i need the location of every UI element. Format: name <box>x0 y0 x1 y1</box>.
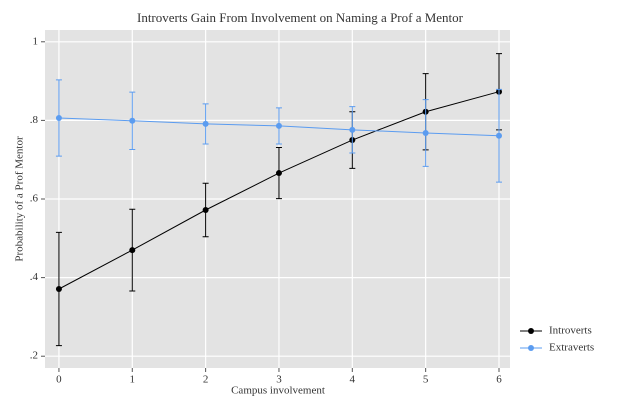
x-tick-label: 3 <box>276 374 282 386</box>
point <box>55 115 62 122</box>
legend-label: Introverts <box>549 325 592 337</box>
point <box>495 132 502 139</box>
y-tick-label: .8 <box>30 114 39 126</box>
point <box>275 122 282 129</box>
point <box>275 170 282 177</box>
chart-title: Introverts Gain From Involvement on Nami… <box>137 10 464 25</box>
y-tick-label: .4 <box>30 271 39 283</box>
point <box>129 117 136 124</box>
x-tick-label: 1 <box>130 374 136 386</box>
point <box>202 120 209 127</box>
x-tick-label: 4 <box>350 374 356 386</box>
x-tick-label: 6 <box>496 374 502 386</box>
x-tick-label: 5 <box>423 374 429 386</box>
x-axis-label: Campus involvement <box>231 385 325 397</box>
legend-label: Extraverts <box>549 342 594 354</box>
y-axis-label: Probability of a Prof Mentor <box>14 136 26 262</box>
y-tick-label: .2 <box>30 350 38 362</box>
y-tick-label: 1 <box>33 35 39 47</box>
legend-marker <box>528 328 534 334</box>
y-tick-label: .6 <box>30 193 39 205</box>
point <box>129 247 136 254</box>
point <box>55 286 62 293</box>
point <box>202 207 209 214</box>
point <box>422 129 429 136</box>
x-tick-label: 2 <box>203 374 209 386</box>
legend-marker <box>528 345 534 351</box>
x-tick-label: 0 <box>56 374 62 386</box>
point <box>349 126 356 133</box>
